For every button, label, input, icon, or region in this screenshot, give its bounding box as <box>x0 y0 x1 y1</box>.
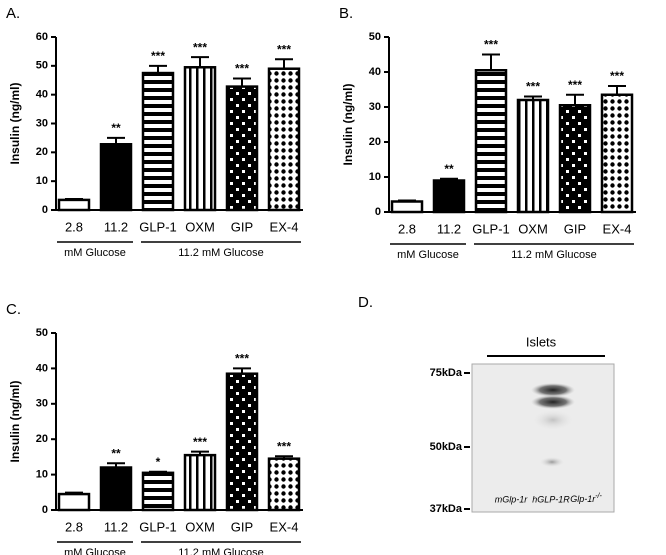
marker-label: 75kDa <box>430 367 463 379</box>
y-tick-label: 60 <box>36 31 48 43</box>
y-tick-label: 10 <box>36 469 48 481</box>
blot-header: Islets <box>526 334 557 349</box>
y-tick-label: 50 <box>369 31 381 43</box>
blot-panel: D. Islets 75kDa 50kDa 37kDa mGlp-1r hGLP… <box>358 294 615 515</box>
marker-label: 50kDa <box>430 441 463 453</box>
y-tick-label: 20 <box>369 136 381 148</box>
lane-label: mGlp-1r <box>495 494 529 504</box>
panel-label: D. <box>358 294 373 311</box>
panel-label: B. <box>339 5 353 22</box>
bar <box>390 200 424 214</box>
bar <box>267 457 301 512</box>
significance: ** <box>111 121 121 135</box>
x-tick-label: OXM <box>518 221 548 236</box>
lane-label: hGLP-1R <box>532 494 570 504</box>
band <box>531 395 575 409</box>
group-label: 11.2 mM Glucose <box>178 547 263 555</box>
y-tick-label: 20 <box>36 433 48 445</box>
significance: ** <box>444 162 454 176</box>
bar <box>99 143 133 212</box>
significance: *** <box>193 40 207 54</box>
y-tick-label: 40 <box>36 89 48 101</box>
y-tick-label: 10 <box>36 175 48 187</box>
lane-label: Glp-1r-/- <box>570 493 602 505</box>
marker-label: 37kDa <box>430 503 463 515</box>
y-axis-label: Insulin (ng/ml) <box>341 84 355 166</box>
group-label: 11.2 mM Glucose <box>511 249 596 261</box>
bar <box>99 466 133 512</box>
significance: *** <box>151 49 165 63</box>
y-axis-label: Insulin (ng/ml) <box>8 381 22 463</box>
group-label: mM Glucose <box>397 249 459 261</box>
bar <box>183 453 217 512</box>
significance: *** <box>277 439 291 453</box>
bar <box>141 71 175 212</box>
y-tick-label: 20 <box>36 146 48 158</box>
lane-superscript: -/- <box>595 493 602 500</box>
significance: * <box>156 455 161 469</box>
y-tick-label: 0 <box>375 206 381 218</box>
significance: *** <box>193 435 207 449</box>
x-tick-label: OXM <box>185 519 215 534</box>
bar <box>225 372 259 512</box>
x-tick-label: 11.2 <box>104 519 128 534</box>
bar <box>600 93 634 214</box>
lane-text: Glp-1r <box>570 494 596 504</box>
x-tick-label: GIP <box>231 519 253 534</box>
y-tick-label: 50 <box>36 60 48 72</box>
x-tick-label: 11.2 <box>104 219 128 234</box>
y-tick-label: 10 <box>369 171 381 183</box>
x-tick-label: EX-4 <box>270 519 299 534</box>
bar <box>432 179 466 214</box>
bar <box>516 98 550 214</box>
x-tick-label: EX-4 <box>603 221 632 236</box>
band <box>531 383 575 397</box>
significance: *** <box>526 80 540 94</box>
x-tick-label: 2.8 <box>398 221 416 236</box>
x-tick-label: OXM <box>185 219 215 234</box>
bar <box>141 471 175 512</box>
x-tick-label: GLP-1 <box>472 221 510 236</box>
bar <box>225 85 259 212</box>
bar <box>474 69 508 214</box>
x-tick-label: 2.8 <box>65 519 83 534</box>
significance: *** <box>235 62 249 76</box>
bar <box>57 492 91 512</box>
y-tick-label: 0 <box>42 504 48 516</box>
y-tick-label: 50 <box>36 327 48 339</box>
y-tick-label: 30 <box>36 117 48 129</box>
significance: *** <box>610 69 624 83</box>
significance: *** <box>568 78 582 92</box>
y-tick-label: 0 <box>42 204 48 216</box>
x-tick-label: GLP-1 <box>139 519 177 534</box>
x-tick-label: 2.8 <box>65 219 83 234</box>
y-tick-label: 40 <box>36 362 48 374</box>
group-label: 11.2 mM Glucose <box>178 247 263 259</box>
group-label: mM Glucose <box>64 247 126 259</box>
bar <box>57 198 91 212</box>
y-tick-label: 40 <box>369 66 381 78</box>
x-tick-label: EX-4 <box>270 219 299 234</box>
panel-label: A. <box>6 5 20 22</box>
significance: *** <box>484 38 498 52</box>
bar <box>183 66 217 212</box>
significance: *** <box>277 42 291 56</box>
significance: ** <box>111 446 121 460</box>
x-tick-label: GIP <box>231 219 253 234</box>
significance: *** <box>235 352 249 366</box>
y-tick-label: 30 <box>36 398 48 410</box>
band <box>540 457 564 467</box>
y-axis-label: Insulin (ng/ml) <box>8 83 22 165</box>
x-tick-label: GLP-1 <box>139 219 177 234</box>
x-tick-label: 11.2 <box>437 221 461 236</box>
x-tick-label: GIP <box>564 221 586 236</box>
group-label: mM Glucose <box>64 547 126 555</box>
panel-label: C. <box>6 301 21 318</box>
y-tick-label: 30 <box>369 101 381 113</box>
bar <box>558 104 592 214</box>
smear <box>533 410 573 430</box>
bar <box>267 67 301 212</box>
